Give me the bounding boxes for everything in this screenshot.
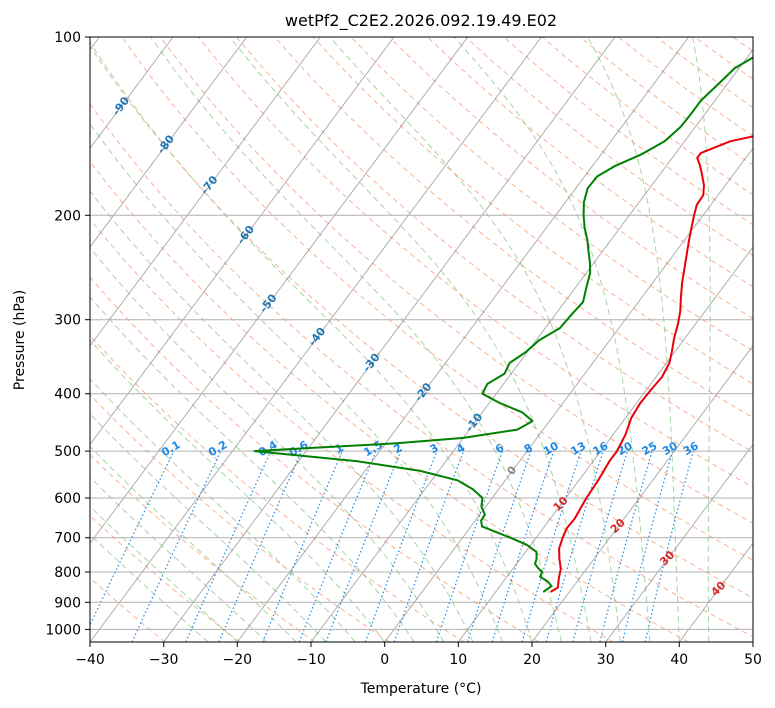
x-tick-label: −20: [223, 652, 253, 668]
mixing-ratio-line: [185, 450, 272, 642]
mixing-ratio-line: [298, 450, 377, 642]
temperature-profile-line: [550, 135, 753, 593]
moist-adiabat-line: [90, 339, 386, 642]
mixing-ratio-line: [521, 450, 582, 642]
mixing-ratio-line: [218, 450, 303, 642]
isotherm-line: [531, 345, 753, 642]
y-axis-title: Pressure (hPa): [12, 290, 28, 390]
mixing-ratio-line: [572, 450, 628, 642]
x-tick-label: 20: [523, 652, 541, 668]
mixing-ratio-lines: [90, 450, 694, 642]
mixing-ratio-line: [435, 450, 503, 642]
x-tick-label: 50: [744, 652, 762, 668]
dry-adiabat-line: [90, 453, 315, 642]
isotherm-line: [90, 37, 174, 150]
moist-adiabat-line: [150, 37, 562, 642]
y-tick-label: 500: [54, 444, 81, 460]
dry-adiabat-line: [90, 103, 753, 638]
dry-adiabat-line: [90, 577, 166, 642]
dry-adiabat-line: [274, 37, 753, 419]
dry-adiabat-line: [90, 394, 390, 642]
x-tick-label: 40: [670, 652, 688, 668]
x-tick-label: −30: [149, 652, 179, 668]
chart-title: wetPf2_C2E2.2026.092.19.49.E02: [285, 11, 557, 31]
dry-adiabat-line: [90, 160, 689, 642]
mixing-ratio-line: [325, 450, 402, 642]
dewpoint-profile-line: [253, 56, 753, 593]
isotherm-line: [457, 246, 753, 642]
y-tick-label: 1000: [45, 622, 81, 638]
dry-adiabat-line: [90, 334, 465, 642]
mixing-ratio-line: [262, 450, 343, 642]
plot-frame: [89, 36, 754, 643]
dry-adiabat-line: [350, 37, 753, 352]
y-tick-label: 700: [54, 531, 81, 547]
dry-adiabat-line: [121, 37, 753, 561]
moist-adiabat-line: [329, 37, 621, 642]
x-axis: −40 −30 −20 −10 0 10 20 30 40 50: [75, 642, 762, 668]
sounding-profiles: [253, 56, 753, 593]
dry-adiabat-line: [90, 276, 540, 642]
y-tick-label: 600: [54, 491, 81, 507]
background-lines: [90, 37, 753, 642]
moist-adiabat-line: [692, 37, 711, 642]
pressure-gridlines: [90, 37, 753, 630]
isotherm-line: [310, 48, 753, 642]
isotherm-line: [605, 443, 753, 642]
moist-adiabat-line: [90, 378, 356, 642]
isotherm-line: [90, 37, 248, 248]
y-tick-label: 300: [54, 313, 81, 329]
y-tick-label: 200: [54, 208, 81, 224]
y-tick-label: 800: [54, 565, 81, 581]
isotherm-line: [163, 37, 616, 642]
dry-adiabat-line: [159, 37, 753, 524]
y-tick-label: 900: [54, 595, 81, 611]
dry-adiabat-line: [427, 37, 753, 288]
moist-adiabat-line: [453, 37, 651, 642]
y-axis: 100 200 300 400 500 600 700 800 900 1000: [45, 30, 90, 638]
x-tick-label: −40: [75, 652, 105, 668]
mixing-ratio-line: [364, 450, 438, 642]
mixing-ratio-line: [491, 450, 555, 642]
moist-adiabat-line: [90, 445, 297, 642]
y-tick-label: 400: [54, 387, 81, 403]
isotherm-line: [90, 37, 395, 446]
moist-adiabat-line: [90, 413, 327, 642]
mixing-ratio-line: [545, 450, 604, 642]
moist-adiabat-line: [90, 123, 503, 642]
x-tick-label: 30: [597, 652, 615, 668]
isotherm-line: [90, 37, 542, 642]
isotherm-line: [90, 37, 321, 347]
isotherm-line: [236, 37, 690, 642]
moist-adiabat-line: [229, 37, 592, 642]
isotherm-line: [90, 37, 469, 544]
mixing-ratio-line: [621, 450, 674, 642]
x-tick-label: −10: [296, 652, 326, 668]
x-tick-label: 10: [449, 652, 467, 668]
mixing-ratio-line: [466, 450, 532, 642]
x-axis-title: Temperature (°C): [360, 681, 482, 697]
moist-adiabat-line: [90, 41, 533, 642]
moist-adiabat-line: [90, 296, 415, 642]
isotherm-line: [384, 147, 753, 642]
dry-adiabat-line: [236, 37, 753, 453]
dry-adiabat-line: [90, 218, 614, 642]
isotherms: [90, 37, 753, 642]
y-tick-label: 100: [54, 30, 81, 46]
moist-adiabat-line: [586, 37, 680, 642]
mixing-ratio-line: [599, 450, 653, 642]
x-tick-label: 0: [380, 652, 389, 668]
